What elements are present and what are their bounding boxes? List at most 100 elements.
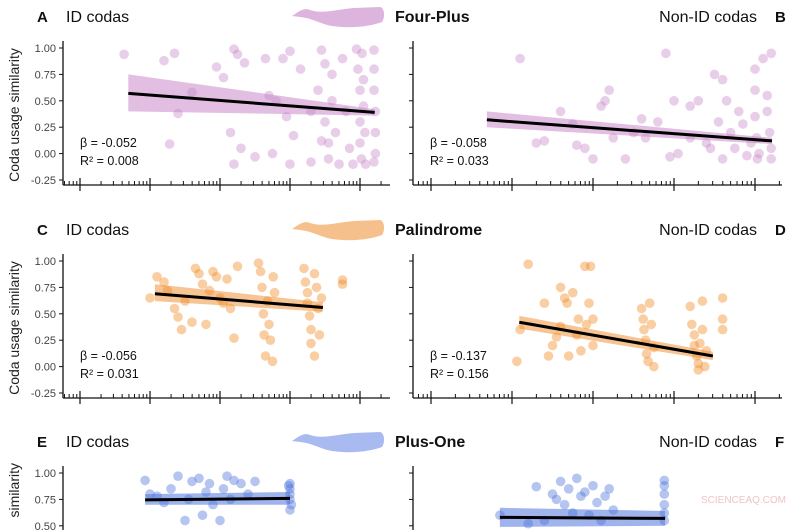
data-point — [166, 484, 176, 494]
panel-letter: E — [37, 434, 47, 451]
data-point — [169, 48, 180, 59]
data-point — [713, 117, 724, 127]
data-point — [646, 319, 657, 330]
data-point — [559, 499, 570, 510]
data-point — [659, 475, 670, 486]
data-point — [531, 138, 542, 148]
y-tick-label: 0.25 — [35, 122, 56, 134]
data-point — [285, 46, 295, 56]
data-point — [685, 301, 695, 312]
data-point — [600, 96, 610, 106]
data-point — [313, 85, 323, 95]
data-point — [268, 272, 279, 282]
data-point — [225, 127, 236, 138]
data-point — [311, 282, 322, 293]
data-point — [539, 136, 550, 146]
y-tick-label: -0.25 — [31, 175, 56, 187]
data-point — [572, 140, 582, 150]
data-point — [225, 303, 236, 314]
data-point — [302, 287, 313, 298]
data-point — [717, 74, 728, 85]
data-point — [259, 330, 269, 340]
panel-letter: A — [37, 9, 48, 26]
data-point — [585, 261, 596, 272]
data-point — [709, 69, 720, 80]
data-point — [356, 154, 367, 164]
coda-group-title: Four-Plus — [395, 9, 470, 26]
data-point — [640, 133, 651, 143]
data-point — [211, 62, 222, 72]
data-point — [180, 296, 190, 306]
data-point — [187, 476, 197, 487]
data-point — [316, 293, 327, 303]
data-point — [306, 338, 316, 349]
beta-annotation: β = -0.052 — [80, 136, 137, 150]
data-point — [316, 45, 327, 55]
data-point — [717, 314, 728, 324]
data-point — [766, 154, 776, 164]
data-point — [218, 72, 229, 83]
data-point — [260, 351, 271, 361]
data-point — [222, 274, 232, 284]
data-point — [750, 85, 760, 95]
data-point — [204, 478, 215, 489]
data-point — [355, 117, 365, 127]
data-point — [673, 148, 683, 159]
data-point — [734, 106, 744, 117]
data-point — [222, 471, 232, 482]
data-point — [766, 143, 776, 154]
data-point — [197, 510, 208, 520]
data-point — [285, 159, 295, 169]
data-point — [659, 489, 670, 499]
data-point — [588, 154, 598, 164]
regression-line — [519, 320, 714, 358]
r-squared-annotation: R² = 0.033 — [430, 154, 489, 168]
data-point — [300, 277, 311, 287]
data-point — [283, 480, 294, 491]
data-point — [639, 324, 649, 335]
data-point — [201, 319, 211, 330]
data-point — [608, 133, 619, 143]
data-point — [568, 508, 578, 518]
data-point — [659, 499, 670, 510]
data-point — [752, 154, 763, 164]
data-point — [581, 319, 592, 330]
data-point — [762, 106, 772, 117]
y-tick-label: 0.50 — [35, 521, 56, 530]
data-point — [653, 117, 663, 127]
data-point — [576, 491, 586, 502]
data-point — [685, 101, 695, 111]
data-point — [229, 333, 239, 343]
data-point — [309, 351, 320, 361]
data-point — [547, 489, 558, 499]
data-point — [738, 119, 748, 129]
data-point — [636, 114, 647, 124]
data-point — [555, 106, 566, 117]
data-point — [649, 361, 659, 372]
data-point — [140, 475, 150, 486]
data-point — [253, 258, 264, 268]
data-point — [543, 351, 554, 361]
regression-line — [128, 91, 375, 114]
panel-E: E ID codas 1.00 0.75 0.50 — [35, 434, 297, 530]
data-point — [320, 59, 330, 69]
data-point — [742, 150, 752, 161]
data-point — [194, 268, 204, 279]
regression-line — [486, 118, 773, 143]
data-point — [264, 90, 274, 101]
r-squared-annotation: R² = 0.031 — [80, 367, 139, 381]
data-point — [370, 148, 381, 159]
data-point — [197, 279, 208, 290]
data-point — [169, 303, 180, 314]
panel-letter: C — [37, 222, 48, 239]
data-point — [360, 159, 371, 169]
data-point — [357, 48, 367, 59]
panel-D: Non-ID codas Dβ = -0.137 R² = 0.156 — [409, 222, 786, 404]
data-point — [559, 293, 570, 303]
panel-title: ID codas — [66, 434, 129, 451]
data-point — [304, 311, 315, 321]
data-point — [285, 484, 295, 494]
data-point — [299, 263, 309, 274]
data-point — [348, 159, 358, 169]
